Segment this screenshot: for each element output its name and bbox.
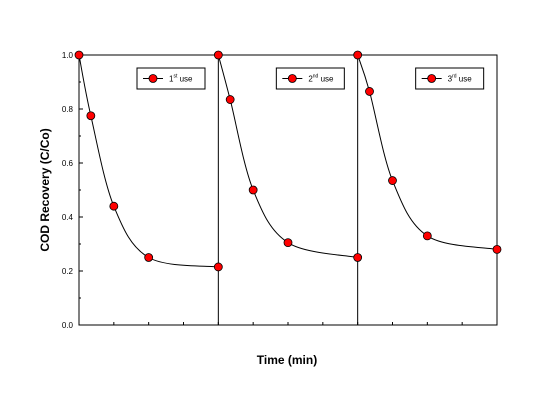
data-point <box>353 253 363 262</box>
x-axis-title: Time (min) <box>257 353 317 367</box>
legend-marker <box>427 74 437 83</box>
legend-marker <box>287 74 297 83</box>
series-1 <box>74 50 223 272</box>
data-point <box>422 231 432 241</box>
data-point <box>74 50 84 60</box>
legend-label: 3rd use <box>448 74 473 84</box>
data-point <box>144 253 154 262</box>
plot-frame <box>78 54 498 326</box>
series-3 <box>353 50 502 254</box>
y-tick-label: 0.8 <box>62 105 74 114</box>
data-point <box>86 111 96 121</box>
legend-2: 2nd use <box>275 67 345 90</box>
data-point <box>248 185 258 195</box>
legend-box <box>275 67 345 90</box>
y-tick-label: 1.0 <box>62 51 74 60</box>
data-point <box>213 262 223 272</box>
legends: 1st use 2nd use 3rd use <box>136 67 485 90</box>
axes <box>78 54 498 326</box>
data-point <box>283 238 293 248</box>
y-tick-label: 0.4 <box>62 213 74 222</box>
legend-label: 1st use <box>169 74 193 84</box>
data-point <box>365 87 374 96</box>
legend-1: 1st use <box>136 67 206 90</box>
legend-label: 2nd use <box>308 74 334 84</box>
series-2 <box>213 50 363 262</box>
legend-box <box>136 67 206 90</box>
data-point <box>109 201 119 211</box>
y-tick-label: 0.0 <box>62 321 74 330</box>
legend-marker <box>148 74 158 83</box>
legend-box <box>415 67 485 90</box>
series <box>74 50 502 272</box>
legend-3: 3rd use <box>415 67 485 90</box>
y-tick-label: 0.6 <box>62 159 74 168</box>
y-axis-ticks: 0.0 0.2 0.4 0.6 0.8 1.0 <box>62 51 83 330</box>
data-point <box>225 95 235 104</box>
data-point <box>388 176 397 185</box>
y-tick-label: 0.2 <box>62 267 74 276</box>
data-point <box>353 50 363 60</box>
y-axis-title: COD Recovery (C/Co) <box>38 128 52 251</box>
data-point <box>213 50 223 60</box>
data-point <box>492 244 502 254</box>
